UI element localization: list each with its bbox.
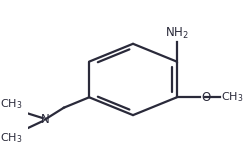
Text: O: O bbox=[201, 91, 210, 104]
Text: CH$_3$: CH$_3$ bbox=[221, 90, 244, 104]
Text: CH$_3$: CH$_3$ bbox=[0, 131, 23, 145]
Text: NH$_2$: NH$_2$ bbox=[165, 26, 189, 41]
Text: N: N bbox=[41, 113, 49, 126]
Text: CH$_3$: CH$_3$ bbox=[0, 98, 23, 111]
